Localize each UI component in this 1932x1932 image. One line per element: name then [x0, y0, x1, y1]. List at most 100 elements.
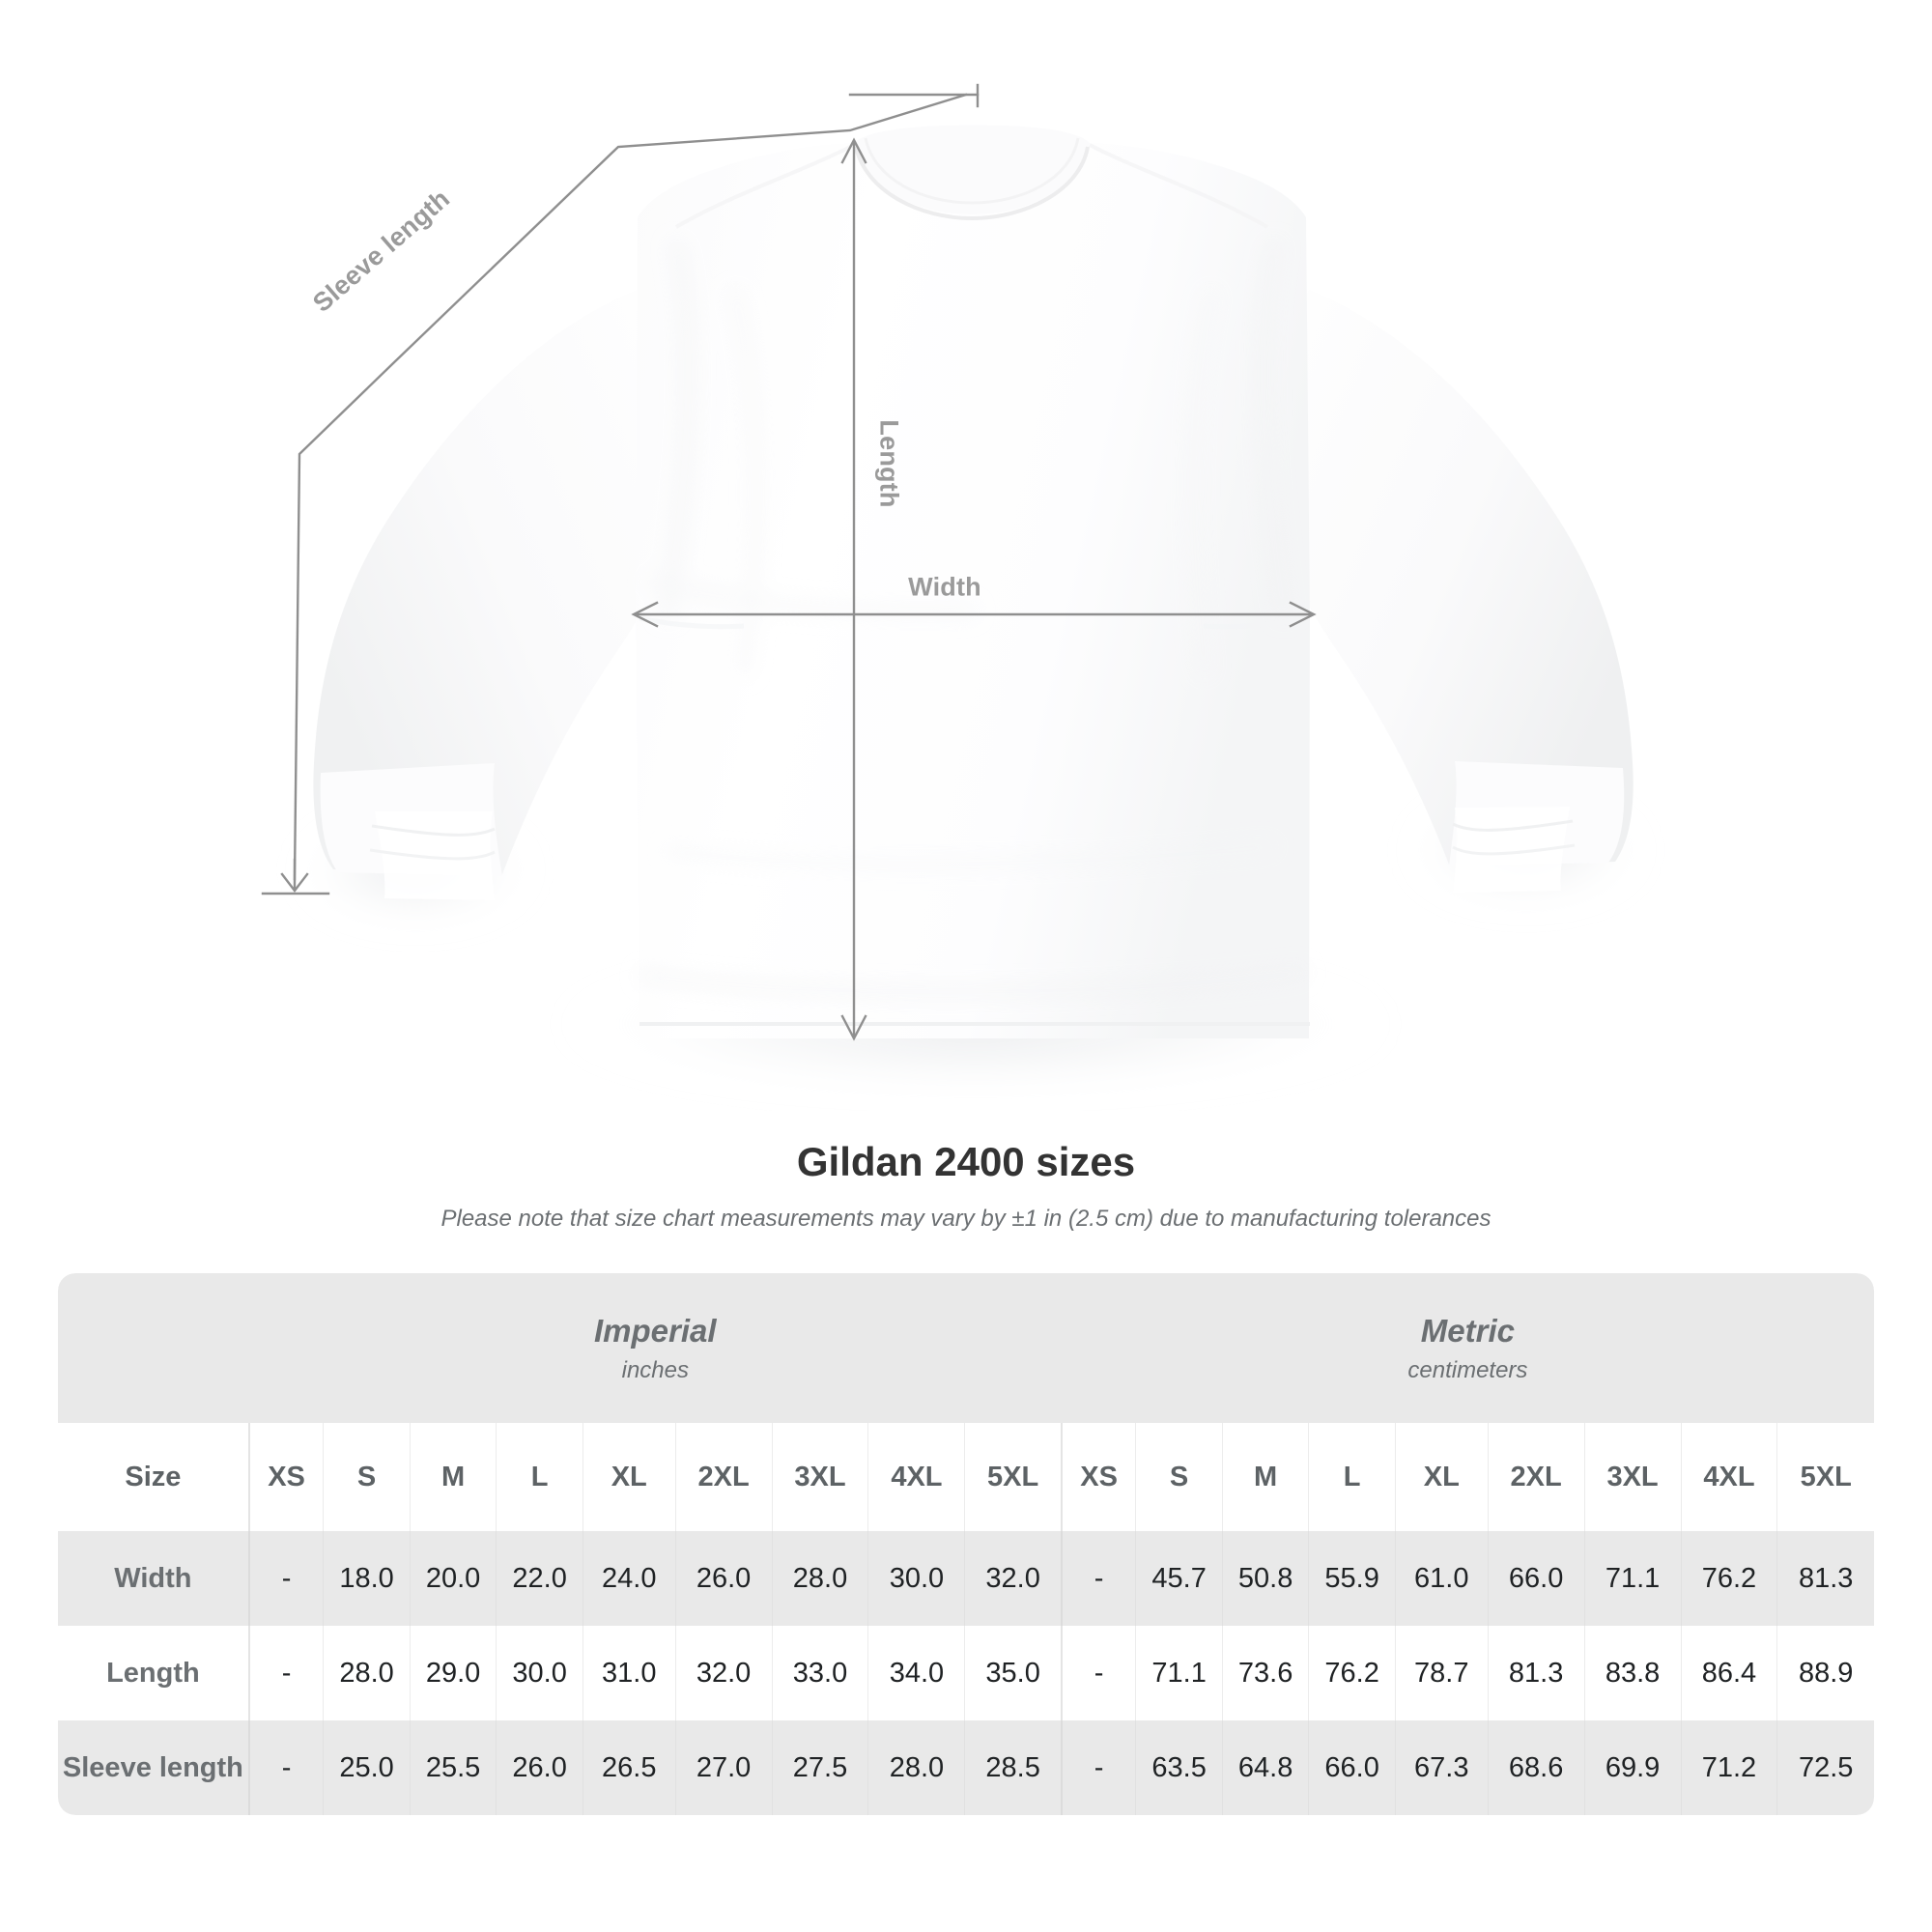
cell-sleeve-imperial-m: 25.5 [409, 1720, 497, 1815]
cell-length-imperial-5xl: 35.0 [964, 1626, 1062, 1720]
cell-length-metric-xl: 78.7 [1394, 1626, 1489, 1720]
size-header-imperial-l: L [496, 1423, 583, 1531]
cell-sleeve-metric-xs: - [1060, 1720, 1136, 1815]
cell-width-metric-5xl: 81.3 [1776, 1531, 1874, 1626]
cell-length-imperial-s: 28.0 [323, 1626, 411, 1720]
size-header-metric-xs: XS [1060, 1423, 1136, 1531]
group-header-metric: Metric centimeters [1061, 1273, 1874, 1423]
size-header-metric-xl: XL [1394, 1423, 1489, 1531]
table-row: Length - 28.0 29.0 30.0 31.0 32.0 33.0 3… [58, 1626, 1874, 1720]
size-header-imperial-2xl: 2XL [674, 1423, 773, 1531]
cell-sleeve-metric-l: 66.0 [1308, 1720, 1396, 1815]
size-header-metric-m: M [1221, 1423, 1309, 1531]
tolerance-note: Please note that size chart measurements… [440, 1206, 1492, 1233]
cell-sleeve-metric-4xl: 71.2 [1680, 1720, 1777, 1815]
size-header-imperial-xs: XS [247, 1423, 324, 1531]
group-unit-imperial: inches [621, 1356, 689, 1383]
cell-length-imperial-3xl: 33.0 [771, 1626, 868, 1720]
cell-sleeve-imperial-l: 26.0 [496, 1720, 583, 1815]
row-label-length: Length [58, 1626, 249, 1720]
size-header-metric-4xl: 4XL [1680, 1423, 1777, 1531]
cell-width-metric-4xl: 76.2 [1680, 1531, 1777, 1626]
group-name-imperial: Imperial [594, 1312, 717, 1349]
cell-sleeve-metric-3xl: 69.9 [1583, 1720, 1681, 1815]
table-row: Width - 18.0 20.0 22.0 24.0 26.0 28.0 30… [58, 1531, 1874, 1626]
cell-length-imperial-l: 30.0 [496, 1626, 583, 1720]
width-annotation-label: Width [908, 572, 981, 602]
row-label-width: Width [58, 1531, 249, 1626]
size-header-imperial-s: S [323, 1423, 411, 1531]
table-row: Sleeve length - 25.0 25.5 26.0 26.5 27.0… [58, 1720, 1874, 1815]
group-header-imperial: Imperial inches [248, 1273, 1062, 1423]
cell-length-imperial-4xl: 34.0 [867, 1626, 965, 1720]
cell-length-imperial-m: 29.0 [409, 1626, 497, 1720]
cell-length-metric-m: 73.6 [1221, 1626, 1309, 1720]
row-label-sleeve-length: Sleeve length [58, 1720, 249, 1815]
cell-width-imperial-m: 20.0 [409, 1531, 497, 1626]
size-table-container: Imperial inches Metric centimeters Size … [58, 1273, 1874, 1815]
cell-sleeve-metric-s: 63.5 [1135, 1720, 1223, 1815]
cell-width-metric-3xl: 71.1 [1583, 1531, 1681, 1626]
cell-width-imperial-s: 18.0 [323, 1531, 411, 1626]
cell-sleeve-imperial-xl: 26.5 [582, 1720, 676, 1815]
cell-width-metric-xl: 61.0 [1394, 1531, 1489, 1626]
garment-photo [299, 137, 1642, 1092]
cell-width-imperial-5xl: 32.0 [964, 1531, 1062, 1626]
size-header-label: Size [58, 1423, 249, 1531]
cell-sleeve-metric-m: 64.8 [1221, 1720, 1309, 1815]
cell-sleeve-imperial-4xl: 28.0 [867, 1720, 965, 1815]
group-name-metric: Metric [1420, 1312, 1515, 1349]
cell-sleeve-imperial-5xl: 28.5 [964, 1720, 1062, 1815]
cell-width-imperial-xl: 24.0 [582, 1531, 676, 1626]
shirt-shape [299, 137, 1642, 1092]
size-header-metric-l: L [1308, 1423, 1396, 1531]
cell-sleeve-imperial-3xl: 27.5 [771, 1720, 868, 1815]
page-title: Gildan 2400 sizes [796, 1139, 1136, 1184]
size-header-metric-2xl: 2XL [1487, 1423, 1585, 1531]
size-header-metric-3xl: 3XL [1583, 1423, 1681, 1531]
cell-sleeve-imperial-2xl: 27.0 [674, 1720, 773, 1815]
size-header-row: Size XS S M L XL 2XL 3XL 4XL 5XL XS S M … [58, 1423, 1874, 1531]
cell-width-imperial-l: 22.0 [496, 1531, 583, 1626]
cell-sleeve-metric-xl: 67.3 [1394, 1720, 1489, 1815]
cell-sleeve-metric-5xl: 72.5 [1776, 1720, 1874, 1815]
cell-width-metric-l: 55.9 [1308, 1531, 1396, 1626]
cell-width-metric-s: 45.7 [1135, 1531, 1223, 1626]
group-header-blank [58, 1273, 249, 1423]
size-header-metric-5xl: 5XL [1776, 1423, 1874, 1531]
cell-length-metric-5xl: 88.9 [1776, 1626, 1874, 1720]
unit-group-header-row: Imperial inches Metric centimeters [58, 1273, 1874, 1423]
cell-length-metric-4xl: 86.4 [1680, 1626, 1777, 1720]
cell-sleeve-imperial-s: 25.0 [323, 1720, 411, 1815]
group-unit-metric: centimeters [1407, 1356, 1528, 1383]
cell-length-metric-2xl: 81.3 [1487, 1626, 1585, 1720]
size-header-metric-s: S [1135, 1423, 1223, 1531]
size-header-imperial-3xl: 3XL [771, 1423, 868, 1531]
cell-width-imperial-2xl: 26.0 [674, 1531, 773, 1626]
size-header-imperial-4xl: 4XL [867, 1423, 965, 1531]
cell-width-imperial-3xl: 28.0 [771, 1531, 868, 1626]
cell-length-metric-3xl: 83.8 [1583, 1626, 1681, 1720]
size-table: Imperial inches Metric centimeters Size … [58, 1273, 1874, 1815]
cell-length-metric-xs: - [1060, 1626, 1136, 1720]
garment-illustration: Sleeve length Length Width [261, 83, 1642, 1092]
size-header-imperial-5xl: 5XL [964, 1423, 1062, 1531]
cell-sleeve-metric-2xl: 68.6 [1487, 1720, 1585, 1815]
cell-sleeve-imperial-xs: - [247, 1720, 324, 1815]
cell-length-imperial-xl: 31.0 [582, 1626, 676, 1720]
cell-width-metric-xs: - [1060, 1531, 1136, 1626]
cell-width-metric-2xl: 66.0 [1487, 1531, 1585, 1626]
length-annotation-label: Length [874, 419, 904, 508]
cell-length-metric-l: 76.2 [1308, 1626, 1396, 1720]
chart-heading: Gildan 2400 sizes Please note that size … [0, 1139, 1932, 1234]
cell-length-imperial-2xl: 32.0 [674, 1626, 773, 1720]
cell-width-metric-m: 50.8 [1221, 1531, 1309, 1626]
size-header-imperial-xl: XL [582, 1423, 676, 1531]
cell-width-imperial-4xl: 30.0 [867, 1531, 965, 1626]
measurement-annotations [261, 83, 1317, 1041]
cell-length-metric-s: 71.1 [1135, 1626, 1223, 1720]
cell-width-imperial-xs: - [247, 1531, 324, 1626]
size-header-imperial-m: M [409, 1423, 497, 1531]
cell-length-imperial-xs: - [247, 1626, 324, 1720]
